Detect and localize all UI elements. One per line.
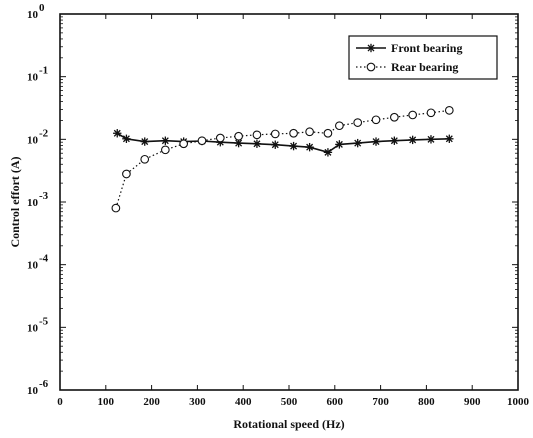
data-point-front-bearing <box>122 134 131 143</box>
y-tick-exponent: -5 <box>39 315 49 327</box>
data-point-rear-bearing <box>160 145 170 155</box>
data-point-front-bearing <box>161 136 170 145</box>
data-point-front-bearing <box>113 129 122 138</box>
y-axis-title: Control effort (A) <box>8 156 22 247</box>
y-tick-exponent: 0 <box>39 2 45 14</box>
data-point-front-bearing <box>353 138 362 148</box>
data-point-rear-bearing <box>389 112 399 122</box>
star-stroke <box>253 140 261 148</box>
data-point-front-bearing <box>390 136 399 145</box>
x-tick-label: 200 <box>143 396 160 408</box>
x-tick-label: 300 <box>189 396 206 408</box>
data-point-rear-bearing <box>122 169 131 179</box>
star-stroke <box>235 139 243 147</box>
star-stroke <box>335 140 343 148</box>
star-stroke <box>113 129 121 137</box>
y-tick-label: 10 <box>27 260 39 272</box>
data-point-front-bearing <box>371 137 381 146</box>
star-stroke <box>290 142 298 150</box>
x-tick-label: 500 <box>281 396 298 408</box>
y-tick-label: 10 <box>27 9 39 21</box>
star-stroke <box>390 137 398 145</box>
legend-label-rear-bearing: Rear bearing <box>391 60 458 74</box>
data-point-front-bearing <box>408 135 417 145</box>
data-point-front-bearing <box>335 140 344 149</box>
star-stroke <box>271 141 279 149</box>
star-stroke <box>427 135 435 143</box>
x-tick-label: 800 <box>418 396 435 408</box>
x-axis: 0 100 200 300 400 500 600 700 800 900 1000 <box>57 14 530 408</box>
x-tick-label: 100 <box>98 396 115 408</box>
y-tick-label: 10 <box>27 134 39 146</box>
legend: Front bearing Rear bearing <box>348 35 498 80</box>
legend-star-marker <box>366 43 376 53</box>
data-point-rear-bearing <box>215 133 225 143</box>
data-point-front-bearing <box>323 148 333 157</box>
y-tick-exponent: -4 <box>39 253 49 265</box>
data-point-rear-bearing <box>197 136 207 146</box>
series-layer <box>111 106 454 213</box>
y-tick-exponent: -2 <box>39 127 49 139</box>
star-stroke <box>372 138 380 146</box>
star-stroke <box>409 136 417 144</box>
legend-circle-marker <box>366 62 376 72</box>
star-stroke <box>122 135 130 143</box>
star-stroke <box>324 148 332 156</box>
star-stroke <box>306 143 314 151</box>
data-point-rear-bearing <box>371 115 381 125</box>
x-axis-title: Rotational speed (Hz) <box>233 417 344 431</box>
x-tick-label: 400 <box>235 396 252 408</box>
data-point-rear-bearing <box>252 130 262 140</box>
x-tick-label: 600 <box>327 396 344 408</box>
data-point-rear-bearing <box>234 131 243 141</box>
x-tick-label: 900 <box>464 396 481 408</box>
star-stroke <box>367 44 375 52</box>
star-stroke <box>445 135 453 143</box>
data-point-rear-bearing <box>408 110 418 120</box>
legend-marker-rear-bearing <box>366 62 376 72</box>
y-tick-label: 10 <box>27 197 39 209</box>
data-point-rear-bearing <box>323 128 333 138</box>
x-tick-label: 1000 <box>507 396 530 408</box>
data-point-front-bearing <box>426 135 436 144</box>
y-tick-exponent: -3 <box>39 190 49 202</box>
data-point-front-bearing <box>445 134 454 143</box>
x-tick-label: 0 <box>57 396 63 408</box>
star-stroke <box>161 137 169 145</box>
data-point-front-bearing <box>305 142 314 152</box>
data-point-rear-bearing <box>289 128 298 138</box>
y-tick-exponent: -6 <box>39 378 49 390</box>
data-point-rear-bearing <box>335 121 344 131</box>
legend-label-front-bearing: Front bearing <box>391 41 462 55</box>
y-tick-label: 10 <box>27 322 39 334</box>
star-stroke <box>354 139 362 147</box>
data-point-front-bearing <box>289 141 298 151</box>
data-point-rear-bearing <box>444 106 454 115</box>
data-point-rear-bearing <box>353 118 363 127</box>
data-point-rear-bearing <box>179 139 189 149</box>
data-point-front-bearing <box>271 140 280 149</box>
data-point-rear-bearing <box>305 127 314 137</box>
legend-box <box>348 35 498 80</box>
y-tick-label: 10 <box>27 72 39 84</box>
data-point-rear-bearing <box>140 154 150 164</box>
star-stroke <box>141 138 149 146</box>
legend-marker-front-bearing <box>366 43 376 53</box>
data-point-rear-bearing <box>426 108 436 118</box>
data-point-front-bearing <box>140 137 149 146</box>
x-tick-label: 700 <box>372 396 389 408</box>
y-tick-exponent: -1 <box>39 65 48 77</box>
data-point-rear-bearing <box>270 129 280 139</box>
y-tick-label: 10 <box>27 385 39 397</box>
data-point-front-bearing <box>252 139 262 148</box>
data-point-rear-bearing <box>111 203 121 213</box>
